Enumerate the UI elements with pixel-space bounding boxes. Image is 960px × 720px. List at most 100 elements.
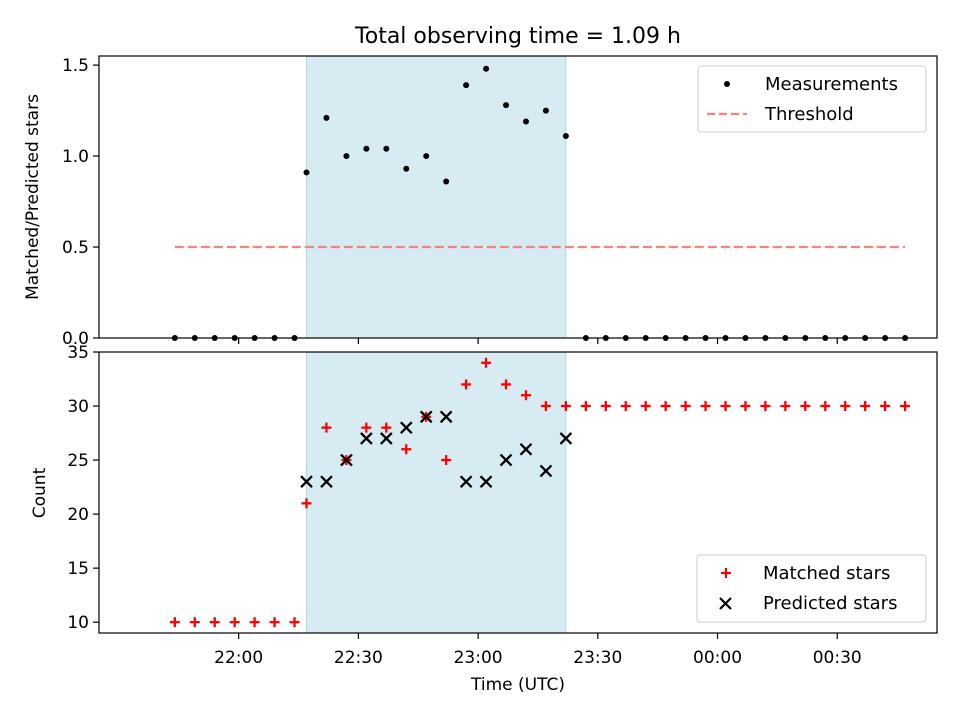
- x-tick-label: 23:30: [573, 648, 622, 668]
- predicted-stars-point: [380, 432, 393, 445]
- bottom-axes-frame: [98, 351, 938, 634]
- measurement-point: [383, 145, 390, 152]
- predicted-stars-stroke: [300, 475, 313, 489]
- bottom-y-tick-label: 15: [67, 559, 89, 579]
- matched-stars-point: [880, 401, 891, 412]
- x-tick-label: 22:30: [334, 648, 383, 668]
- predicted-stars-stroke: [360, 432, 373, 445]
- measurement-point: [522, 118, 529, 125]
- chart-title: Total observing time = 1.09 h: [354, 24, 681, 49]
- top-y-tick-label: 0.5: [62, 238, 89, 258]
- bottom-y-tick-label: 20: [67, 505, 89, 525]
- matched-stars-point: [209, 617, 220, 628]
- matched-stars-point: [560, 401, 571, 412]
- matched-stars-point: [229, 617, 240, 628]
- measurement-point: [303, 169, 310, 176]
- matched-stars-point: [700, 401, 711, 412]
- observing-interval-shade-bottom: [306, 351, 567, 634]
- matched-stars-point: [540, 401, 551, 412]
- predicted-stars-point: [499, 453, 513, 467]
- predicted-stars-stroke: [499, 453, 513, 467]
- matched-stars-point: [600, 401, 611, 412]
- predicted-stars-point: [519, 442, 533, 456]
- predicted-stars-stroke: [340, 453, 353, 467]
- top-axes-frame: [98, 55, 938, 339]
- measurement-point: [542, 107, 549, 114]
- matched-stars-point: [760, 401, 771, 412]
- matched-stars-point: [720, 401, 731, 412]
- x-axis-label: Time (UTC): [470, 675, 565, 695]
- matched-stars-point: [321, 422, 332, 433]
- predicted-stars-stroke: [459, 475, 473, 489]
- matched-stars-point: [520, 390, 531, 401]
- predicted-stars-point: [320, 475, 333, 489]
- bottom-y-tick-label: 25: [67, 451, 89, 471]
- matched-stars-point: [441, 455, 452, 466]
- top-legend-box: [697, 65, 927, 133]
- legend-measurements-marker: [724, 81, 730, 87]
- measurement-point: [323, 114, 330, 121]
- bottom-y-tick-label: 10: [67, 613, 89, 633]
- matched-stars-point: [169, 617, 180, 628]
- predicted-stars-point: [439, 410, 453, 424]
- measurement-point: [363, 145, 370, 152]
- matched-stars-point: [660, 401, 671, 412]
- matched-stars-point: [580, 401, 591, 412]
- bottom-y-axis-label: Count: [30, 467, 50, 518]
- bottom-legend: Matched stars Predicted stars: [696, 554, 927, 623]
- matched-stars-point: [860, 401, 871, 412]
- matched-stars-point: [800, 401, 811, 412]
- matched-stars-point: [361, 422, 372, 433]
- predicted-stars-stroke: [519, 442, 533, 456]
- x-tick-label: 22:00: [214, 648, 263, 668]
- matched-stars-point: [269, 617, 280, 628]
- top-y-ticks: 0.0 0.5 1.0 1.5: [62, 56, 99, 349]
- predicted-stars-point: [399, 421, 413, 434]
- legend-matched-label: Matched stars: [763, 563, 890, 584]
- matched-stars-point: [780, 401, 791, 412]
- predicted-stars-stroke: [419, 410, 433, 424]
- predicted-stars-point: [459, 475, 473, 489]
- matched-stars-point: [501, 379, 512, 390]
- matched-stars-point: [481, 357, 492, 368]
- measurement-point: [423, 153, 430, 160]
- measurement-point: [343, 153, 350, 160]
- predicted-stars-point: [340, 453, 353, 467]
- measurement-point: [463, 82, 470, 89]
- measurement-point: [503, 102, 510, 109]
- measurement-point: [403, 165, 410, 172]
- predicted-stars-point: [539, 464, 553, 478]
- top-y-tick-label: 1.5: [62, 56, 89, 76]
- predicted-stars-stroke: [439, 410, 453, 424]
- bottom-y-tick-label: 30: [67, 397, 89, 417]
- matched-stars-point: [289, 617, 300, 628]
- matched-stars-point: [840, 401, 851, 412]
- predicted-stars-stroke: [559, 432, 573, 445]
- predicted-stars-stroke: [479, 475, 493, 489]
- predicted-stars-point: [360, 432, 373, 445]
- matched-stars-point: [620, 401, 631, 412]
- legend-threshold-label: Threshold: [764, 104, 854, 125]
- legend-predicted-label: Predicted stars: [763, 593, 897, 614]
- predicted-stars-stroke: [399, 421, 413, 434]
- predicted-stars-point: [300, 475, 313, 489]
- predicted-stars-stroke: [380, 432, 393, 445]
- legend-measurements-label: Measurements: [765, 74, 898, 95]
- top-y-axis-label: Matched/Predicted stars: [23, 94, 43, 300]
- matched-stars-point: [461, 379, 472, 390]
- observing-interval-shade-top: [306, 55, 567, 339]
- x-tick-label: 23:00: [454, 648, 503, 668]
- bottom-x-ticks: 22:00 22:30 23:00 23:30 00:00 00:30: [214, 633, 862, 668]
- measurement-point: [443, 178, 450, 185]
- matched-stars-point: [381, 422, 392, 433]
- bottom-legend-box: [696, 554, 927, 623]
- matched-stars-point: [680, 401, 691, 412]
- legend-predicted-marker: [719, 597, 732, 610]
- matched-stars-point: [401, 444, 412, 455]
- matched-stars-point: [249, 617, 260, 628]
- legend-matched-marker: [721, 568, 731, 578]
- top-y-tick-label: 1.0: [62, 147, 89, 167]
- matched-stars-point: [301, 498, 312, 509]
- predicted-stars-point: [479, 475, 493, 489]
